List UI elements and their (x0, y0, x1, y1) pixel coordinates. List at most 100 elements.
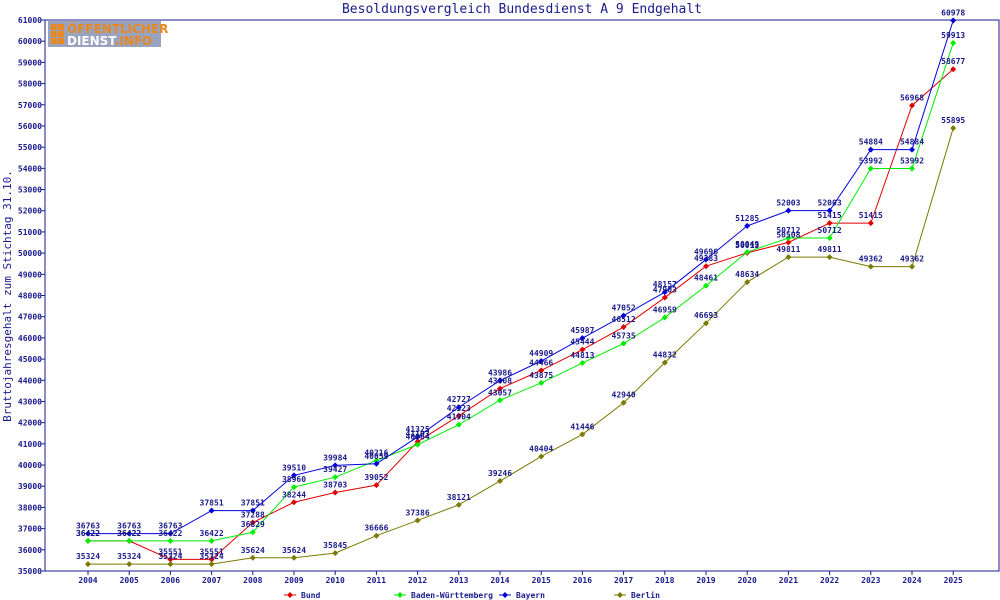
data-point-baden-w-rttemberg (126, 537, 133, 544)
data-point-baden-w-rttemberg (620, 340, 627, 347)
x-tick-label: 2011 (367, 576, 386, 585)
y-tick-label: 43000 (18, 397, 42, 406)
data-point-bayern (455, 404, 462, 411)
y-tick-label: 57000 (18, 101, 42, 110)
chart-title: Besoldungsvergleich Bundesdienst A 9 End… (342, 2, 702, 17)
data-point-bayern (497, 377, 503, 384)
data-label-berlin: 35324 (200, 552, 224, 561)
data-label-berlin: 40404 (529, 444, 553, 453)
data-label-baden-w-rttemberg: 48461 (694, 274, 718, 283)
data-point-bund (867, 220, 874, 227)
data-point-bund (785, 239, 792, 246)
data-label-bayern: 43986 (488, 369, 512, 378)
data-label-baden-w-rttemberg: 50712 (776, 226, 800, 235)
legend-marker-bund (287, 592, 293, 598)
data-point-baden-w-rttemberg (497, 397, 503, 404)
data-point-berlin (538, 453, 545, 460)
data-label-bayern: 52003 (818, 199, 842, 208)
data-point-bund (579, 346, 586, 353)
data-label-baden-w-rttemberg: 36829 (241, 520, 265, 529)
data-point-bayern (661, 289, 668, 296)
data-point-bund (538, 367, 545, 374)
data-point-berlin (785, 254, 792, 261)
logo-line-2a: DIENST (67, 34, 117, 48)
data-point-berlin (579, 431, 586, 438)
data-label-berlin: 55895 (941, 116, 965, 125)
data-label-bund: 46512 (612, 315, 636, 324)
series-line-baden-w-rttemberg (88, 42, 954, 542)
series-line-berlin (88, 128, 954, 565)
x-tick-label: 2004 (78, 576, 97, 585)
data-point-bund (950, 66, 957, 73)
x-tick-label: 2017 (614, 576, 633, 585)
data-label-bund: 35551 (158, 547, 182, 556)
data-label-bund: 44466 (529, 358, 553, 367)
data-label-bund: 51415 (859, 211, 883, 220)
data-label-bund: 56968 (900, 93, 924, 102)
data-label-bayern: 36763 (117, 522, 141, 531)
data-label-berlin: 48634 (735, 270, 759, 279)
data-label-berlin: 49362 (900, 255, 924, 264)
x-tick-label: 2025 (944, 576, 963, 585)
data-label-baden-w-rttemberg: 50712 (818, 226, 842, 235)
y-tick-label: 54000 (18, 164, 42, 173)
data-point-bayern (579, 335, 586, 342)
data-point-baden-w-rttemberg (332, 474, 339, 481)
y-tick-label: 41000 (18, 440, 42, 449)
y-tick-label: 59000 (18, 58, 42, 67)
data-label-bund: 36422 (117, 529, 141, 538)
legend-label-baden-w-rttemberg: Baden-Württemberg (411, 591, 493, 600)
data-label-bayern: 45987 (570, 326, 594, 335)
y-tick-label: 45000 (18, 355, 42, 364)
x-axis: 2004 2005 2006 2007 2008 2009 2010 2011 2012 2013… (78, 571, 963, 585)
legend-label-berlin: Berlin (631, 590, 660, 600)
data-point-berlin (661, 359, 668, 366)
data-label-bayern: 52003 (776, 199, 800, 208)
data-label-bund: 36422 (76, 529, 100, 538)
y-axis-title: Bruttojahresgehalt zum Stichtag 31.10. (1, 170, 14, 422)
x-tick-label: 2023 (861, 576, 880, 585)
data-point-bund (826, 220, 833, 227)
data-label-baden-w-rttemberg: 40964 (406, 433, 430, 442)
x-tick-label: 2006 (161, 576, 180, 585)
data-point-berlin (208, 561, 215, 568)
data-point-bayern (703, 256, 709, 263)
series-line-bayern (88, 20, 954, 535)
data-point-berlin (826, 254, 833, 261)
data-label-bund: 47903 (653, 286, 677, 295)
data-point-baden-w-rttemberg (373, 457, 380, 464)
data-label-baden-w-rttemberg: 40216 (364, 448, 388, 457)
y-tick-label: 44000 (18, 376, 42, 385)
data-point-bund (497, 385, 503, 392)
data-point-bayern (208, 507, 215, 514)
data-label-bayern: 49696 (694, 248, 718, 257)
data-point-berlin (291, 554, 297, 561)
data-label-baden-w-rttemberg: 59913 (941, 31, 965, 40)
data-point-bund (620, 324, 627, 331)
x-tick-label: 2009 (284, 576, 303, 585)
data-point-bayern (332, 462, 339, 469)
data-point-berlin (950, 125, 957, 132)
data-point-baden-w-rttemberg (455, 421, 462, 428)
legend-marker-berlin (617, 592, 623, 598)
data-point-berlin (373, 532, 380, 539)
data-point-berlin (620, 399, 627, 406)
data-label-baden-w-rttemberg: 36422 (200, 529, 224, 538)
data-label-bayern: 54884 (859, 138, 883, 147)
data-point-baden-w-rttemberg (826, 235, 833, 242)
data-label-bayern: 37851 (200, 499, 224, 508)
x-tick-label: 2007 (202, 576, 221, 585)
data-point-bayern (909, 146, 915, 153)
x-tick-label: 2022 (820, 576, 839, 585)
data-label-bund: 38244 (282, 490, 306, 499)
x-tick-label: 2013 (449, 576, 468, 585)
data-point-bund (291, 499, 297, 506)
y-tick-label: 51000 (18, 228, 42, 237)
data-point-bayern (167, 530, 174, 537)
y-tick-label: 49000 (18, 270, 42, 279)
logo: ÖFFENTLICHER DIENST.INFO (48, 21, 168, 48)
data-label-baden-w-rttemberg: 36422 (117, 529, 141, 538)
data-point-baden-w-rttemberg (909, 165, 915, 172)
legend-label-bund: Bund (301, 591, 320, 600)
data-label-baden-w-rttemberg: 45735 (612, 332, 636, 341)
